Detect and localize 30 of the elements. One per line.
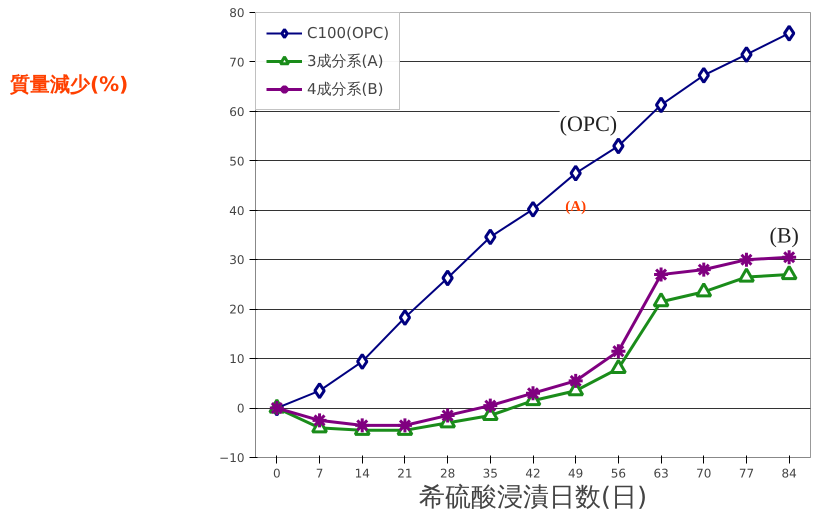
x-tick-label: 35 <box>482 466 498 480</box>
x-tick-label: 70 <box>696 466 712 480</box>
legend-label: 4成分系(B) <box>307 80 384 98</box>
y-axis-title: 質量減少(%) <box>10 71 128 98</box>
y-tick-label: 60 <box>229 104 245 119</box>
x-tick-label: 21 <box>397 466 413 480</box>
x-tick-label: 56 <box>610 466 626 480</box>
x-axis-title: 希硫酸浸漬日数(日) <box>418 482 648 512</box>
y-tick-label: 50 <box>229 154 245 168</box>
annotation: (B) <box>769 222 799 248</box>
legend-label: C100(OPC) <box>307 24 390 42</box>
y-tick-label: 80 <box>229 6 245 20</box>
x-tick-label: 84 <box>782 466 797 480</box>
x-tick-label: 77 <box>738 466 754 480</box>
y-tick-label: −10 <box>219 451 245 465</box>
x-tick-label: 0 <box>273 466 281 480</box>
legend-label: 3成分系(A) <box>307 52 384 70</box>
y-tick-label: 70 <box>229 55 245 70</box>
x-tick-label: 42 <box>525 466 541 480</box>
x-tick-label: 63 <box>653 466 669 480</box>
x-tick-label: 7 <box>316 466 324 480</box>
y-tick-label: 40 <box>229 204 245 218</box>
y-tick-label: 10 <box>229 352 245 366</box>
annotation: (OPC) <box>560 111 618 136</box>
x-tick-label: 28 <box>440 466 456 480</box>
y-tick-label: 30 <box>229 253 245 268</box>
y-tick-label: 0 <box>236 402 245 416</box>
x-tick-label: 49 <box>568 466 584 480</box>
y-tick-label: 20 <box>229 302 245 317</box>
x-tick-label: 14 <box>354 466 370 480</box>
